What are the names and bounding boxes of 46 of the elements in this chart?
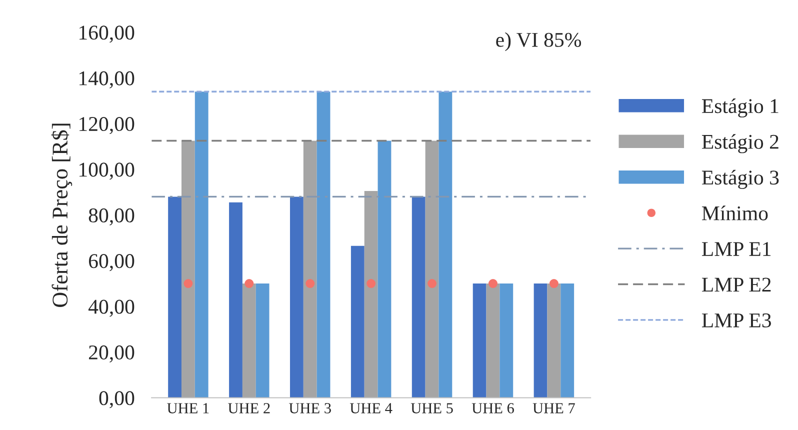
legend-label: Estágio 3 xyxy=(702,170,779,189)
y-tick-label: 100,00 xyxy=(79,162,134,180)
y-tick-label: 80,00 xyxy=(88,208,134,226)
bar xyxy=(303,140,317,398)
y-tick-label: 20,00 xyxy=(88,345,134,362)
bar xyxy=(194,92,208,398)
legend-label: Mínimo xyxy=(702,206,768,220)
x-tick-label: UHE 3 xyxy=(289,403,331,414)
bar xyxy=(181,140,195,398)
bar xyxy=(168,196,182,398)
bar xyxy=(560,284,574,398)
bar xyxy=(472,284,486,398)
legend-label: LMP E1 xyxy=(702,242,771,256)
bar xyxy=(290,196,304,398)
bar xyxy=(242,284,256,398)
y-tick-label: 120,00 xyxy=(79,117,134,134)
bar xyxy=(316,92,330,398)
bar xyxy=(547,284,561,398)
legend-label: Estágio 1 xyxy=(702,98,778,118)
x-tick-label: UHE 6 xyxy=(472,403,514,414)
bar xyxy=(486,284,500,398)
x-tick-label: UHE 5 xyxy=(410,403,453,414)
bar xyxy=(438,92,452,398)
legend-label: LMP E3 xyxy=(702,313,771,328)
bar xyxy=(378,140,392,398)
legend-label: LMP E2 xyxy=(702,278,771,292)
y-tick-label: 40,00 xyxy=(88,300,134,317)
y-tick-label: 60,00 xyxy=(88,254,134,272)
bar xyxy=(412,196,426,398)
bar xyxy=(350,246,364,398)
y-tick-label: 0,00 xyxy=(99,391,134,408)
x-tick-label: UHE 7 xyxy=(532,403,575,414)
x-tick-label: UHE 2 xyxy=(228,403,270,414)
bar xyxy=(534,284,548,398)
bar xyxy=(425,140,439,398)
x-tick-label: UHE 4 xyxy=(350,403,392,414)
bar xyxy=(364,191,378,398)
x-tick-label: UHE 1 xyxy=(167,403,209,414)
bar xyxy=(256,284,270,398)
y-axis-title: Oferta de Preço [R$] xyxy=(51,124,72,307)
bar xyxy=(500,284,514,398)
bar xyxy=(229,202,242,398)
legend-label: Estágio 2 xyxy=(702,134,778,154)
y-tick-label: 140,00 xyxy=(79,71,134,88)
chart-title: e) VI 85% xyxy=(496,32,582,52)
y-tick-label: 160,00 xyxy=(79,26,134,43)
